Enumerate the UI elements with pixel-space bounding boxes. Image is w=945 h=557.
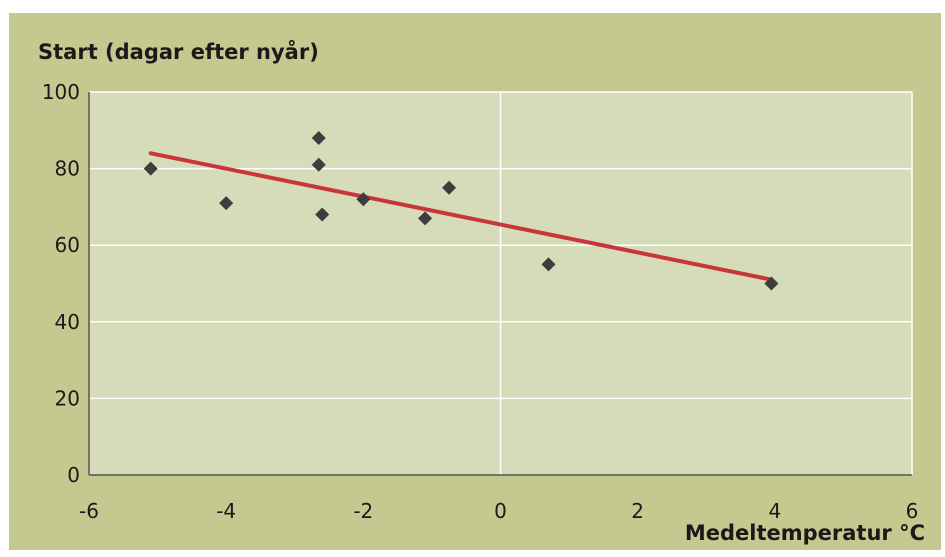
data-point — [219, 196, 234, 211]
tick-labels: 0 20 40 60 80 100 -6 -4 -2 0 2 4 6 — [42, 80, 919, 523]
x-tick-label: 2 — [631, 499, 644, 523]
data-point — [418, 211, 433, 226]
trendline — [148, 151, 774, 282]
data-point — [315, 207, 330, 222]
data-point — [311, 130, 326, 145]
y-axis-label: Start (dagar efter nyår) — [38, 40, 319, 64]
y-tick-label: 80 — [55, 157, 80, 181]
data-point — [311, 157, 326, 172]
data-point — [541, 257, 556, 272]
x-tick-label: 4 — [768, 499, 781, 523]
x-tick-label: -4 — [216, 499, 236, 523]
x-axis-label: Medeltemperatur °C — [684, 521, 925, 545]
data-point — [764, 276, 779, 291]
y-tick-label: 60 — [55, 233, 80, 257]
x-tick-label: 0 — [494, 499, 507, 523]
data-point — [356, 192, 371, 207]
data-point — [442, 180, 457, 195]
x-tick-label: 6 — [906, 499, 919, 523]
y-tick-label: 20 — [55, 386, 80, 410]
data-points — [143, 130, 779, 291]
y-tick-label: 40 — [55, 310, 80, 334]
data-point — [143, 161, 158, 176]
trendline-layer — [148, 151, 774, 282]
x-tick-label: -2 — [353, 499, 373, 523]
x-tick-label: -6 — [79, 499, 99, 523]
grid-lines — [88, 91, 913, 476]
y-tick-label: 0 — [67, 463, 80, 487]
y-tick-label: 100 — [42, 80, 80, 104]
